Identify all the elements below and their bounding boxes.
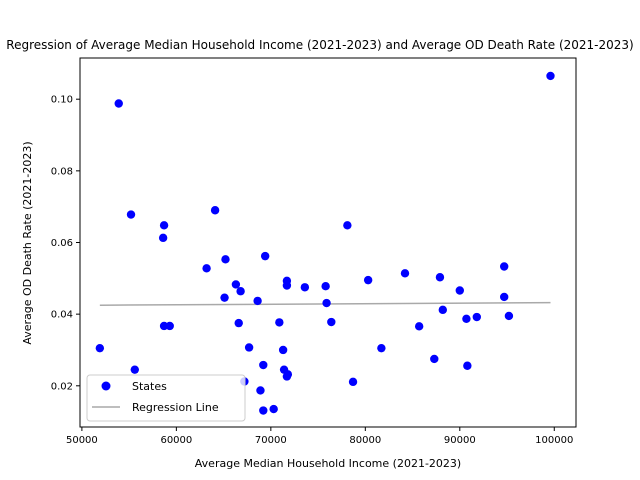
- data-point: [234, 318, 243, 328]
- x-tick-label: 60000: [160, 435, 192, 446]
- data-point: [348, 377, 358, 387]
- data-point: [210, 206, 220, 215]
- data-point: [455, 286, 464, 295]
- legend: States Regression Line: [86, 374, 246, 422]
- data-point: [438, 305, 447, 315]
- data-point: [435, 273, 445, 282]
- data-point: [282, 281, 292, 290]
- data-point: [275, 318, 284, 327]
- data-point: [253, 296, 262, 306]
- data-point: [463, 361, 472, 370]
- data-point: [377, 343, 386, 353]
- x-tick-label: 70000: [255, 435, 287, 446]
- data-point: [126, 210, 136, 219]
- y-tick-label: 0.02: [51, 381, 73, 392]
- data-point: [269, 404, 278, 414]
- legend-regression-label: Regression Line: [132, 401, 219, 414]
- data-point: [278, 345, 288, 355]
- chart-title: Regression of Average Median Household I…: [6, 38, 633, 52]
- data-point: [95, 343, 105, 353]
- data-point: [130, 365, 139, 374]
- data-point: [283, 370, 293, 379]
- data-point: [165, 321, 174, 331]
- plot-layer: [95, 71, 555, 415]
- data-point: [321, 282, 330, 291]
- data-point: [159, 221, 169, 230]
- data-point: [504, 311, 514, 321]
- data-point: [327, 317, 336, 327]
- data-point: [414, 322, 424, 331]
- y-tick-label: 0.08: [51, 166, 73, 177]
- y-tick-label: 0.06: [51, 238, 73, 249]
- data-point: [499, 262, 509, 271]
- data-point: [221, 255, 230, 264]
- data-point: [202, 264, 211, 273]
- x-axis-label: Average Median Household Income (2021-20…: [195, 457, 461, 470]
- data-point: [430, 354, 439, 364]
- data-point: [236, 287, 245, 296]
- x-tick-label: 100000: [535, 435, 573, 446]
- data-point: [256, 386, 265, 395]
- data-point: [114, 99, 123, 108]
- y-axis-label: Average OD Death Rate (2021-2023): [21, 141, 34, 344]
- axes-layer: 50000 60000 70000 80000 90000 100000 0.02 0.04 0…: [51, 57, 577, 446]
- legend-states-label: States: [132, 380, 167, 393]
- data-point: [472, 312, 481, 322]
- data-point: [259, 406, 268, 415]
- data-point: [231, 280, 241, 289]
- data-point: [400, 269, 410, 278]
- legend-states-marker: [101, 381, 111, 391]
- data-point: [546, 71, 555, 81]
- data-point: [343, 221, 352, 230]
- legend-frame: [86, 374, 246, 422]
- data-point: [363, 275, 373, 285]
- axes-frame: [79, 57, 577, 428]
- y-tick-label: 0.04: [51, 310, 73, 321]
- data-point: [158, 233, 168, 243]
- data-point: [220, 293, 229, 302]
- y-tick-label: 0.10: [51, 95, 73, 106]
- x-tick-label: 50000: [66, 435, 98, 446]
- x-tick-label: 80000: [349, 435, 381, 446]
- data-point: [499, 292, 509, 302]
- x-tick-label: 90000: [444, 435, 476, 446]
- data-point: [322, 298, 331, 308]
- data-point: [260, 251, 270, 261]
- data-point: [259, 360, 268, 370]
- data-point: [244, 343, 254, 352]
- data-point: [462, 314, 471, 324]
- data-point: [300, 283, 310, 292]
